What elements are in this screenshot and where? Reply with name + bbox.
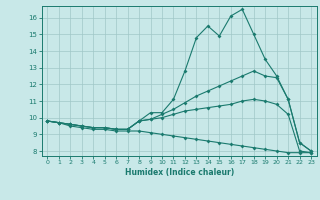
X-axis label: Humidex (Indice chaleur): Humidex (Indice chaleur)	[124, 168, 234, 177]
